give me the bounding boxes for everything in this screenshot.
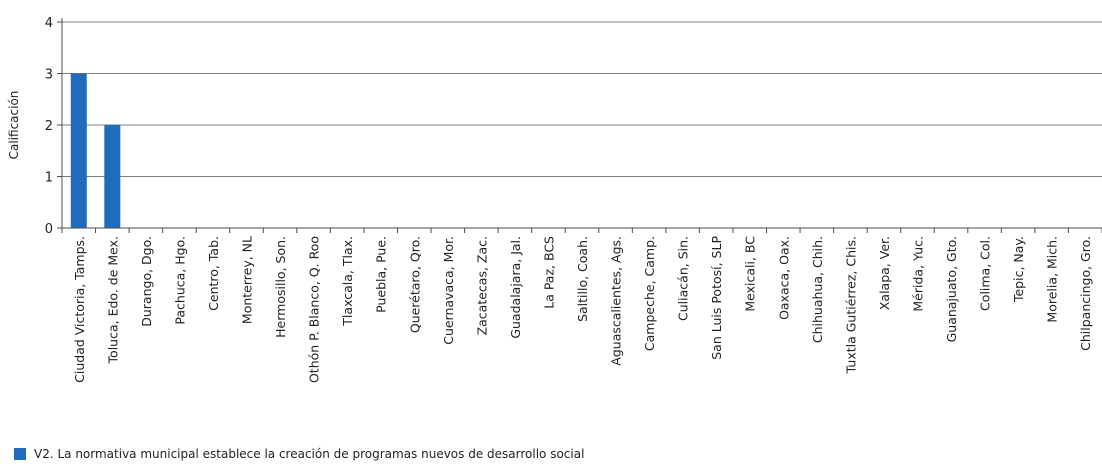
legend: V2. La normativa municipal establece la … [14,446,584,462]
x-tick-label: Tuxtla Gutiérrez, Chis. [843,236,858,374]
x-tick-label: Culiacán, Sin. [676,236,691,321]
x-tick-label: Tlaxcala, Tlax. [340,236,355,327]
x-tick-label: Puebla, Pue. [374,236,389,313]
x-tick-label: Xalapa, Ver. [877,236,892,310]
x-tick-label: San Luis Potosí, SLP [709,236,724,360]
x-tick-label: Oaxaca, Oax. [776,236,791,320]
x-tick-label: Chihuahua, Chih. [810,236,825,343]
x-tick-label: Centro, Tab. [206,236,221,311]
bar [70,73,87,228]
x-tick-label: Durango, Dgo. [139,236,154,327]
x-tick-label: Campeche, Camp. [642,236,657,351]
y-tick-label: 3 [45,68,53,83]
x-tick-label: Cuernavaca, Mor. [441,236,456,345]
legend-swatch [14,448,26,460]
x-tick-label: Guanajuato, Gto. [944,236,959,342]
x-tick-label: Mérida, Yuc. [910,236,925,312]
x-tick-label: Querétaro, Qro. [407,236,422,333]
x-tick-label: Chilpancingo, Gro. [1078,236,1093,351]
x-tick-label: Toluca, Edo. de Mex. [105,236,120,364]
y-tick-label: 2 [45,119,53,134]
x-tick-label: Guadalajara, Jal. [508,236,523,339]
x-tick-label: Aguascalientes, Ags. [609,236,624,366]
x-tick-label: Saltillo, Coah. [575,236,590,322]
y-tick-label: 1 [45,171,53,186]
y-tick-label: 0 [45,222,53,237]
x-tick-label: Tepic, Nay. [1011,236,1026,303]
x-tick-label: Mexicali, BC [743,236,758,312]
x-tick-label: Hermosillo, Son. [273,236,288,338]
x-tick-label: Othón P. Blanco, Q. Roo [307,236,322,383]
y-axis-title: Calificación [7,91,21,160]
legend-label: V2. La normativa municipal establece la … [34,447,585,461]
x-tick-label: Morelia, Mich. [1045,236,1060,323]
y-tick-label: 4 [45,16,53,31]
bar [104,125,121,228]
x-tick-label: La Paz, BCS [541,236,556,309]
x-tick-label: Zacatecas, Zac. [474,236,489,335]
x-tick-label: Monterrey, NL [240,236,255,324]
x-tick-label: Ciudad Victoria, Tamps. [72,236,87,383]
x-tick-label: Colima, Col. [978,236,993,311]
x-tick-label: Pachuca, Hgo. [172,236,187,325]
